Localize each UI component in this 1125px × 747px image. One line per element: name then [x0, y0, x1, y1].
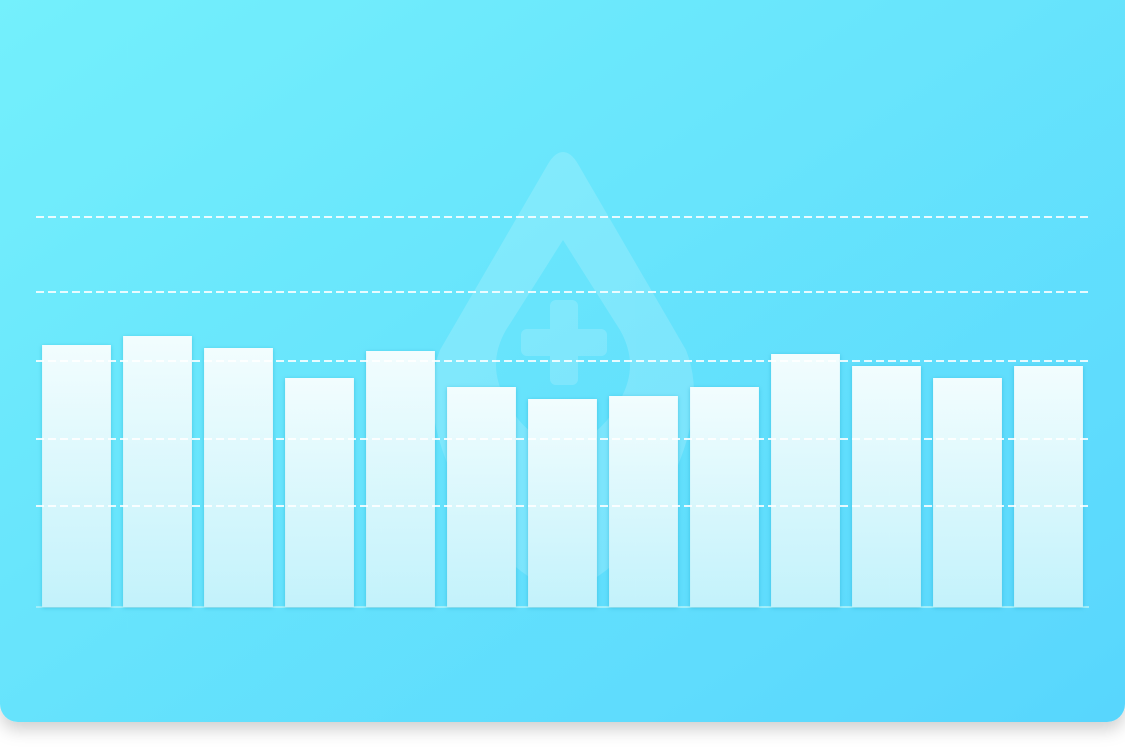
bar — [852, 366, 921, 607]
bar — [1014, 366, 1083, 607]
bar — [366, 351, 435, 607]
bar — [609, 396, 678, 607]
bar — [771, 354, 840, 607]
bar — [690, 387, 759, 607]
bar — [933, 378, 1002, 607]
bar — [204, 348, 273, 607]
bar — [447, 387, 516, 607]
card-background — [0, 0, 1125, 722]
bar — [42, 345, 111, 607]
bar — [285, 378, 354, 607]
bar — [528, 399, 597, 607]
bar — [123, 336, 192, 607]
